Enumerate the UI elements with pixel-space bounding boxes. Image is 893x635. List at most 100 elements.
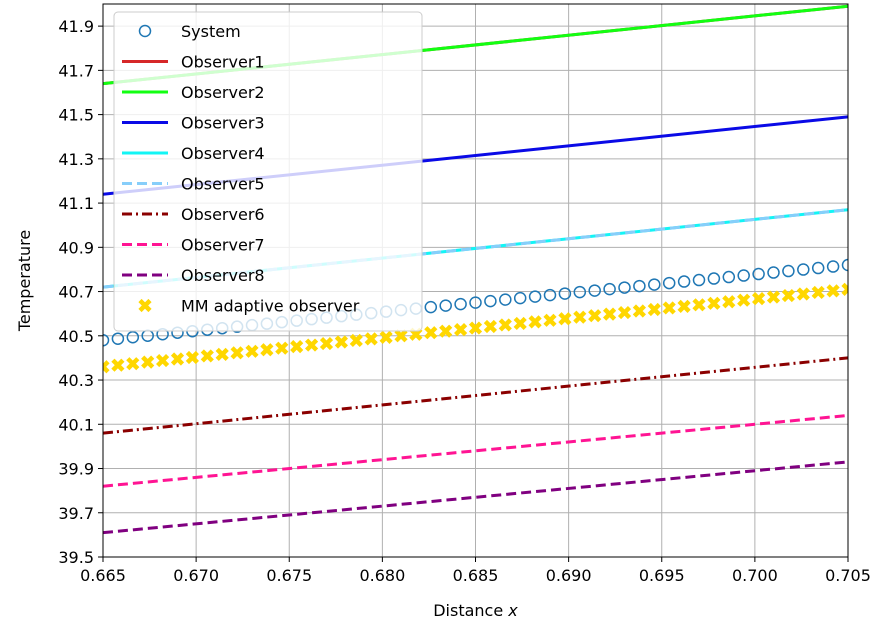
x-tick-label: 0.700	[732, 566, 778, 585]
data-point	[811, 285, 825, 300]
data-point	[230, 346, 244, 360]
data-point	[513, 316, 527, 331]
y-tick-label: 40.3	[58, 371, 94, 390]
data-point	[647, 302, 661, 317]
y-tick-label: 39.9	[58, 460, 94, 479]
axis-ticks: 0.665 0.670 0.675 0.680 0.685 0.690 0.695 0.700…	[58, 17, 871, 585]
y-tick-label: 41.7	[58, 61, 94, 80]
data-point	[558, 287, 572, 300]
legend-marker	[138, 24, 152, 38]
data-point	[319, 336, 334, 351]
data-point	[111, 332, 125, 345]
legend-marker	[138, 298, 152, 313]
data-point	[811, 261, 825, 275]
data-point	[632, 304, 646, 318]
data-point	[454, 297, 467, 311]
data-point	[364, 332, 378, 346]
data-point	[185, 350, 199, 365]
data-point	[648, 278, 661, 291]
x-tick-label: 0.685	[453, 566, 499, 585]
x-tick-label: 0.705	[825, 566, 871, 585]
x-axis-label-variable: x	[507, 601, 518, 620]
x-axis-label: Distance x	[433, 601, 518, 620]
data-point	[528, 315, 542, 329]
data-point	[722, 295, 736, 309]
legend-label: Observer5	[181, 175, 265, 194]
data-point	[737, 269, 750, 282]
legend-label: Observer8	[181, 266, 265, 285]
data-point	[573, 285, 587, 299]
data-point	[767, 266, 780, 279]
data-point	[707, 272, 721, 285]
data-point	[677, 299, 691, 313]
y-tick-label: 41.9	[58, 17, 94, 36]
legend-label: Observer3	[181, 114, 265, 133]
x-tick-label: 0.675	[266, 566, 312, 585]
data-point	[103, 360, 110, 374]
data-point	[126, 357, 140, 371]
x-tick-label: 0.670	[173, 566, 219, 585]
data-point	[334, 335, 348, 349]
y-tick-label: 40.7	[58, 283, 94, 302]
data-point	[781, 288, 795, 303]
data-point	[722, 270, 736, 284]
data-point	[662, 301, 676, 315]
y-tick-label: 41.5	[58, 106, 94, 125]
data-point	[543, 313, 557, 327]
legend: System Observer1 Observer2 Observer3 Observe…	[113, 11, 423, 332]
data-point	[424, 300, 438, 314]
data-point	[275, 341, 289, 355]
x-tick-label: 0.680	[359, 566, 405, 585]
y-tick-label: 40.5	[58, 327, 94, 346]
y-tick-label: 40.9	[58, 238, 94, 257]
data-point	[126, 330, 140, 344]
data-point	[499, 293, 512, 306]
data-point	[349, 333, 363, 348]
data-point	[305, 338, 319, 352]
data-point	[290, 340, 304, 354]
data-point	[454, 323, 468, 337]
data-point	[782, 264, 795, 278]
legend-item-system: System	[138, 22, 241, 41]
data-point	[484, 294, 497, 308]
legend-label: Observer7	[181, 236, 265, 255]
data-point	[439, 324, 453, 338]
legend-item-mm-adaptive-observer: MM adaptive observer	[138, 297, 360, 316]
data-point	[797, 263, 810, 276]
data-point	[513, 291, 527, 305]
data-point	[692, 273, 706, 287]
legend-label: System	[181, 22, 241, 41]
x-tick-label: 0.695	[639, 566, 685, 585]
data-point	[483, 319, 497, 334]
data-point	[826, 260, 840, 273]
data-point	[103, 333, 110, 347]
data-point	[618, 281, 631, 294]
x-tick-label: 0.665	[80, 566, 126, 585]
data-point	[752, 292, 766, 306]
data-point	[841, 258, 848, 272]
data-point	[543, 288, 557, 302]
data-point	[170, 352, 185, 366]
data-point	[215, 347, 229, 361]
y-axis-label: Temperature	[15, 230, 34, 332]
legend-item-observer7: Observer7	[122, 236, 265, 255]
series-mm-adaptive-observer	[103, 282, 848, 374]
data-point	[662, 276, 676, 290]
data-point	[588, 309, 602, 323]
legend-item-observer6: Observer6	[122, 205, 265, 224]
data-point	[826, 284, 840, 298]
data-point	[707, 296, 721, 310]
data-point	[111, 358, 125, 372]
data-point	[841, 282, 848, 296]
legend-item-observer3: Observer3	[122, 114, 265, 133]
y-tick-label: 40.1	[58, 415, 94, 434]
data-point	[588, 284, 601, 297]
data-point	[141, 355, 155, 369]
legend-label: Observer4	[181, 144, 265, 163]
legend-item-observer2: Observer2	[122, 83, 265, 102]
legend-label: MM adaptive observer	[181, 297, 360, 316]
data-point	[737, 293, 751, 307]
series-line-observer6	[103, 356, 848, 435]
legend-label: Observer1	[181, 53, 265, 72]
data-point	[752, 267, 765, 281]
